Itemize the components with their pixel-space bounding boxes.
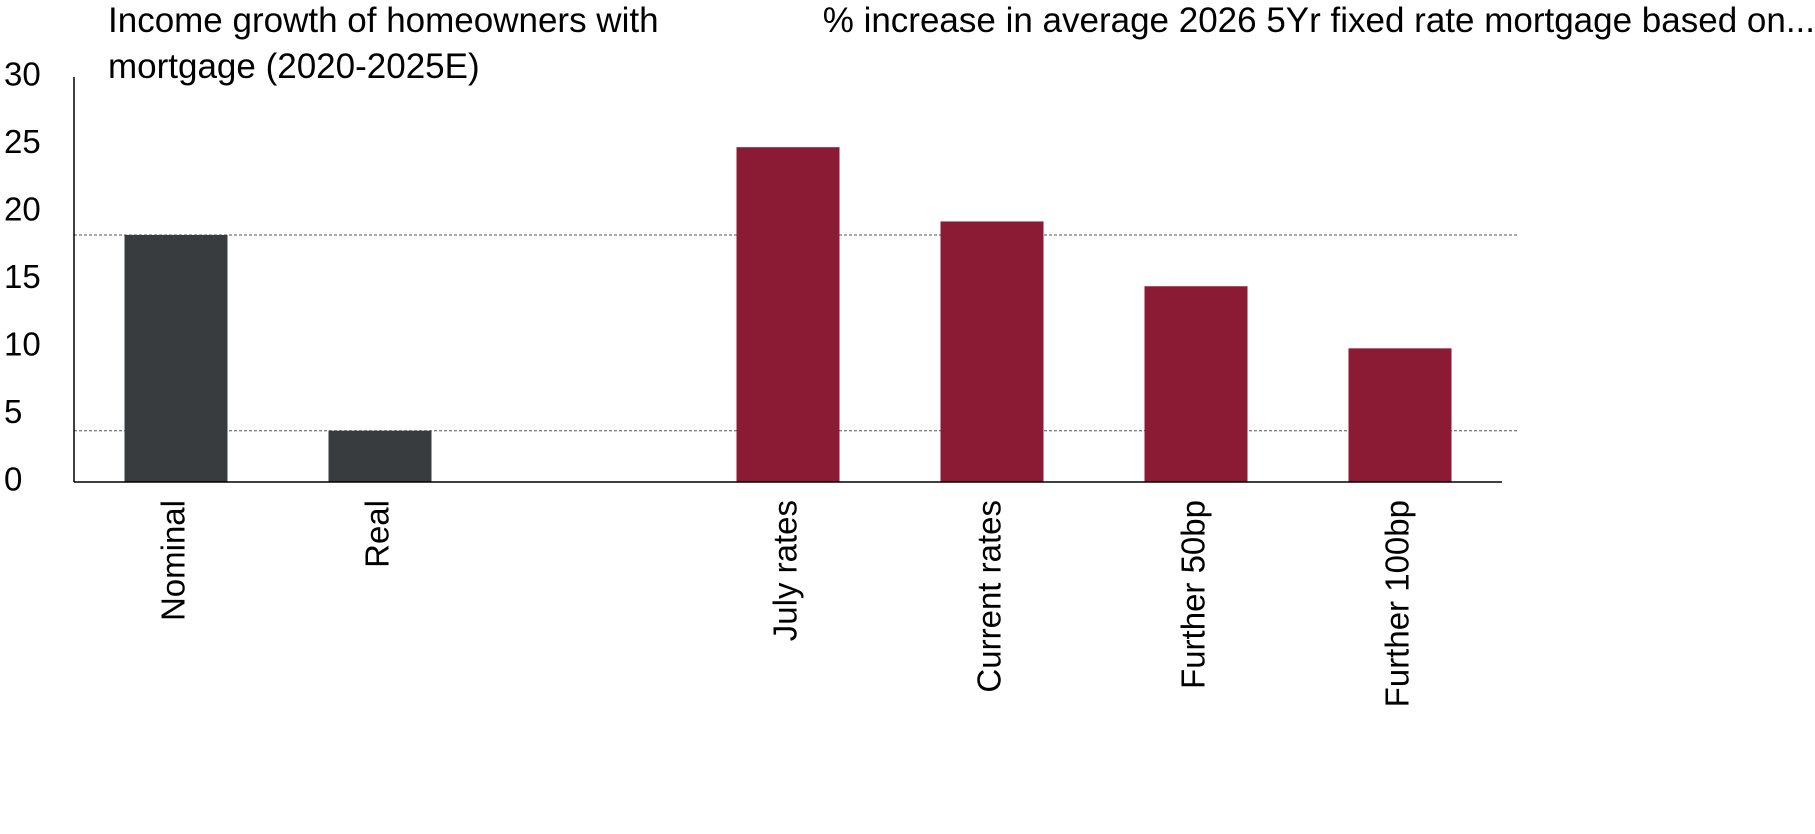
x-tick-label-nominal: Nominal bbox=[155, 500, 192, 621]
y-tick-label-0: 0 bbox=[4, 461, 22, 498]
chart-title-income-growth: Income growth of homeowners with mortgag… bbox=[108, 1, 659, 86]
bar-nominal bbox=[124, 234, 228, 482]
bar-further-50bp bbox=[1144, 286, 1248, 482]
x-tick-label-current-rates: Current rates bbox=[971, 500, 1008, 693]
bar-current-rates bbox=[940, 221, 1044, 482]
y-tick-label-15: 15 bbox=[4, 258, 41, 295]
bar-further-100bp bbox=[1348, 348, 1452, 482]
x-tick-label-further-50bp: Further 50bp bbox=[1175, 500, 1212, 689]
x-tick-label-july-rates: July rates bbox=[767, 500, 804, 641]
bar-july-rates bbox=[736, 147, 840, 482]
y-tick-label-5: 5 bbox=[4, 393, 22, 430]
y-tick-label-10: 10 bbox=[4, 326, 41, 363]
y-tick-label-20: 20 bbox=[4, 191, 41, 228]
y-tick-label-30: 30 bbox=[4, 56, 41, 93]
bar-real bbox=[328, 430, 432, 482]
x-tick-label-real: Real bbox=[359, 500, 396, 568]
y-tick-label-25: 25 bbox=[4, 123, 41, 160]
x-tick-label-further-100bp: Further 100bp bbox=[1379, 500, 1416, 707]
chart-title-mortgage-increase: % increase in average 2026 5Yr fixed rat… bbox=[822, 1, 1815, 40]
